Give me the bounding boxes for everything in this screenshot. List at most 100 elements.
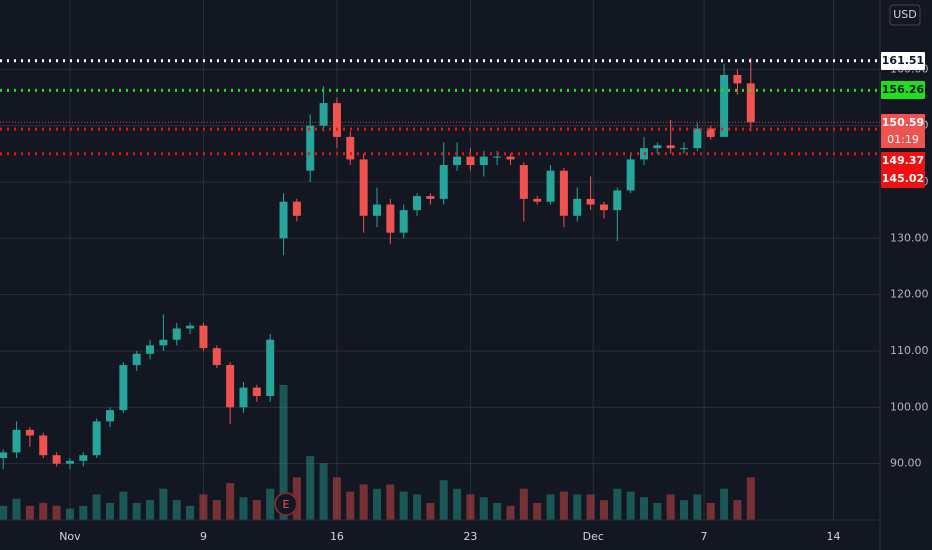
earnings-marker: E (283, 498, 290, 511)
candle-body (172, 328, 181, 340)
price-label: 149.37 (882, 154, 924, 167)
candle-body (332, 103, 341, 137)
volume-bar (733, 500, 742, 520)
volume-bar (252, 500, 261, 520)
volume-bar (79, 505, 88, 520)
volume-bar (239, 497, 248, 520)
candle-body (372, 204, 381, 216)
currency-box[interactable] (889, 4, 921, 26)
candle-body (466, 156, 475, 166)
volume-bar (666, 494, 675, 520)
candle-body (639, 148, 648, 160)
candle-body (292, 201, 301, 216)
volume-bar (92, 494, 101, 520)
volume-bar (39, 502, 48, 520)
volume-bar (479, 497, 488, 520)
candle-body (39, 435, 48, 456)
candle-body (386, 204, 395, 233)
volume-bar (559, 491, 568, 520)
candle-body (720, 74, 729, 137)
y-tick-label: 110.00 (890, 344, 929, 357)
price-label-box (881, 170, 925, 188)
candle-body (599, 204, 608, 211)
candle-body (25, 429, 34, 436)
candle-body (346, 136, 355, 160)
volume-bar (506, 505, 515, 520)
candle-body (92, 421, 101, 456)
volume-bar (359, 484, 368, 520)
candle-body (493, 156, 502, 158)
volume-bar (519, 488, 528, 520)
price-label: 145.02 (882, 172, 924, 185)
volume-bar (493, 502, 502, 520)
volume-bar (172, 500, 181, 520)
candle-body (132, 353, 141, 366)
volume-bar (332, 477, 341, 520)
candle-body (105, 410, 115, 422)
volume-bar (626, 491, 635, 520)
volume-bar (212, 500, 221, 520)
volume-bar (226, 483, 235, 520)
countdown: 01:19 (887, 133, 919, 146)
volume-bar (52, 505, 61, 520)
candle-body (319, 103, 328, 126)
candle-body (65, 460, 74, 464)
candle-body (119, 365, 128, 411)
volume-bar (399, 491, 408, 520)
candle-body (666, 145, 675, 149)
price-label-box (881, 114, 925, 132)
volume-bar (346, 491, 355, 520)
volume-bar (653, 502, 662, 520)
candle-body (12, 429, 21, 453)
x-tick-label: Dec (583, 530, 604, 543)
candle-body (439, 165, 448, 199)
volume-bar (466, 494, 475, 520)
x-tick-label: 7 (701, 530, 708, 543)
volume-bar (386, 484, 395, 520)
volume-bar (599, 500, 608, 520)
candle-body (426, 196, 435, 199)
x-tick-label: 9 (200, 530, 207, 543)
x-tick-label: 23 (463, 530, 477, 543)
candle-body (733, 74, 742, 84)
volume-bar (413, 494, 422, 520)
price-label: 150.59 (882, 116, 924, 129)
earnings-icon[interactable] (274, 492, 298, 516)
volume-bar (146, 500, 155, 520)
candle-body (573, 198, 582, 216)
candle-body (306, 125, 315, 171)
volume-bar (680, 500, 689, 520)
price-label-box (881, 52, 925, 70)
candle-body (212, 348, 221, 366)
candle-body (546, 170, 555, 202)
volume-bar (186, 505, 195, 520)
volume-bar (639, 497, 648, 520)
candle-body (226, 365, 235, 408)
candle-body (586, 198, 595, 205)
candle-body (746, 83, 755, 123)
volume-bar (586, 494, 595, 520)
candle-body (506, 156, 515, 160)
candle-body (186, 325, 195, 329)
volume-bar (613, 488, 622, 520)
candle-body (533, 198, 542, 202)
volume-bar (720, 488, 729, 520)
volume-bar (25, 505, 34, 520)
volume-bar (439, 480, 448, 520)
volume-bar (453, 488, 462, 520)
currency: USD (893, 8, 917, 21)
volume-bar (306, 456, 315, 520)
volume-bar (119, 491, 128, 520)
candle-body (680, 148, 689, 150)
candle-body (706, 128, 715, 137)
y-tick-label: 90.00 (890, 457, 922, 470)
price-label-box (881, 152, 925, 170)
volume-bar (159, 488, 168, 520)
volume-bar (12, 498, 21, 520)
volume-bar (319, 463, 328, 520)
volume-bar (65, 508, 74, 520)
price-label: 161.51 (882, 54, 924, 67)
volume-bar (746, 477, 755, 520)
